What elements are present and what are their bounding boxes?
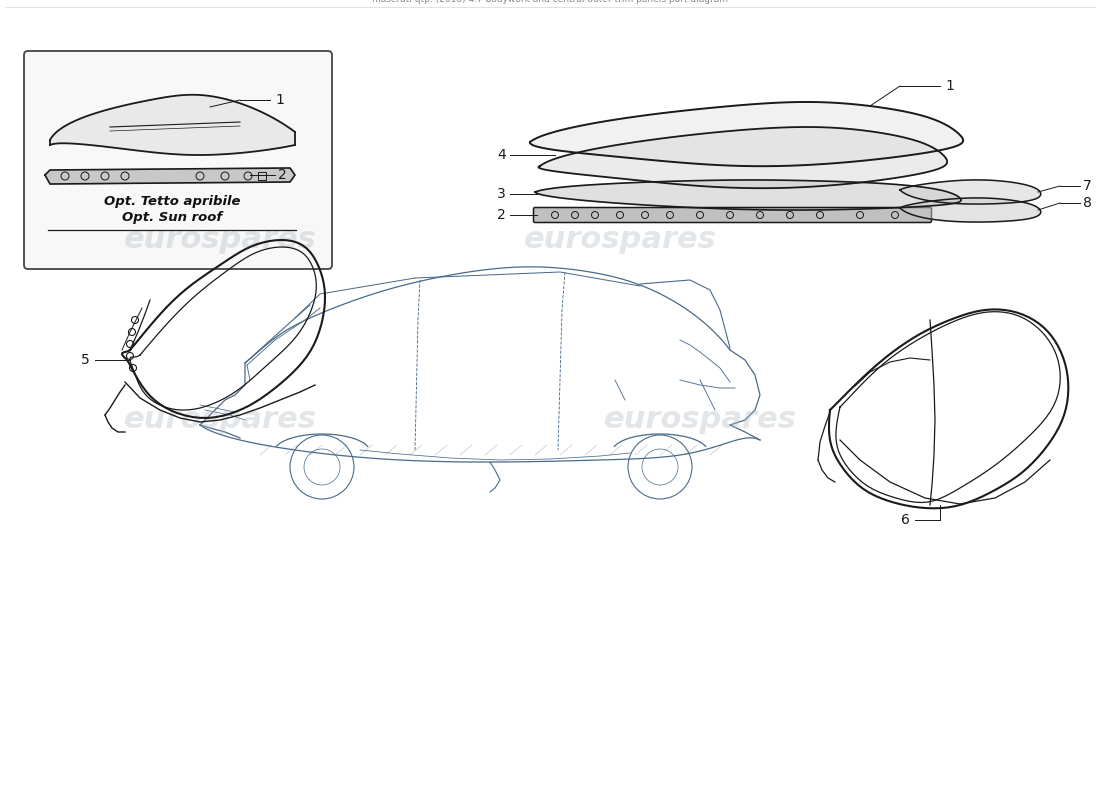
Polygon shape <box>900 198 1041 222</box>
Bar <box>258 172 266 180</box>
Text: 3: 3 <box>497 187 506 201</box>
Text: 7: 7 <box>1084 179 1091 193</box>
Text: eurospares: eurospares <box>524 226 716 254</box>
Text: 2: 2 <box>278 168 287 182</box>
Text: 4: 4 <box>497 148 506 162</box>
FancyBboxPatch shape <box>534 207 932 222</box>
Text: 6: 6 <box>901 513 910 527</box>
Text: eurospares: eurospares <box>123 226 317 254</box>
Polygon shape <box>535 180 961 210</box>
Text: eurospares: eurospares <box>123 406 317 434</box>
Polygon shape <box>900 180 1041 204</box>
Polygon shape <box>539 127 947 188</box>
Text: eurospares: eurospares <box>604 406 796 434</box>
Text: 1: 1 <box>275 93 284 107</box>
Text: 8: 8 <box>1084 196 1092 210</box>
Polygon shape <box>530 102 964 166</box>
Text: 2: 2 <box>497 208 506 222</box>
Text: Opt. Sun roof: Opt. Sun roof <box>122 211 222 225</box>
Text: maserati qtp. (2010) 4.7 bodywork and central outer trim panels part diagram: maserati qtp. (2010) 4.7 bodywork and ce… <box>372 0 728 4</box>
Polygon shape <box>45 168 295 184</box>
FancyBboxPatch shape <box>24 51 332 269</box>
Polygon shape <box>50 94 295 155</box>
Text: 5: 5 <box>81 353 90 367</box>
Text: Opt. Tetto apribile: Opt. Tetto apribile <box>103 195 240 209</box>
Text: 1: 1 <box>945 79 954 93</box>
